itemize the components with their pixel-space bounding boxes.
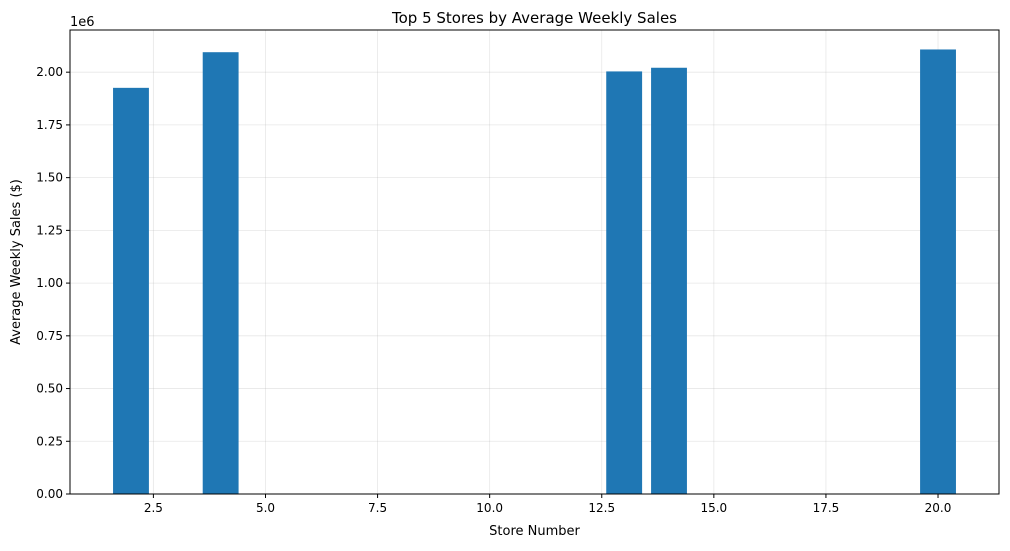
bar-store-4 [202,52,239,494]
y-tick-label: 0.00 [36,487,63,501]
x-tick-label: 20.0 [925,501,952,515]
x-tick-label: 2.5 [144,501,163,515]
y-tick-label: 2.00 [36,65,63,79]
y-axis-label: Average Weekly Sales ($) [9,179,24,345]
chart-title: Top 5 Stores by Average Weekly Sales [391,9,677,27]
x-axis-label: Store Number [489,524,580,539]
bar-store-13 [606,71,643,494]
y-axis-offset-label: 1e6 [70,15,95,30]
x-tick-label: 15.0 [700,501,727,515]
y-tick-label: 0.50 [36,382,63,396]
y-tick-label: 1.75 [36,118,63,132]
bars [113,49,956,494]
axis-ticks: 2.5 5.0 7.5 10.0 12.5 15.0 17.5 20.0 0.00 0.25 0.5… [36,65,951,515]
x-tick-label: 17.5 [813,501,840,515]
y-tick-label: 0.75 [36,329,63,343]
y-tick-label: 1.00 [36,276,63,290]
x-tick-label: 5.0 [256,501,275,515]
plot-area-frame [69,29,1000,495]
y-tick-label: 1.50 [36,171,63,185]
bar-store-20 [920,49,956,494]
x-tick-label: 7.5 [368,501,387,515]
y-tick-label: 0.25 [36,434,63,448]
y-tick-label: 1.25 [36,223,63,237]
x-tick-label: 12.5 [588,501,615,515]
bar-store-2 [113,87,149,494]
x-tick-label: 10.0 [476,501,503,515]
bar-store-14 [651,67,687,494]
